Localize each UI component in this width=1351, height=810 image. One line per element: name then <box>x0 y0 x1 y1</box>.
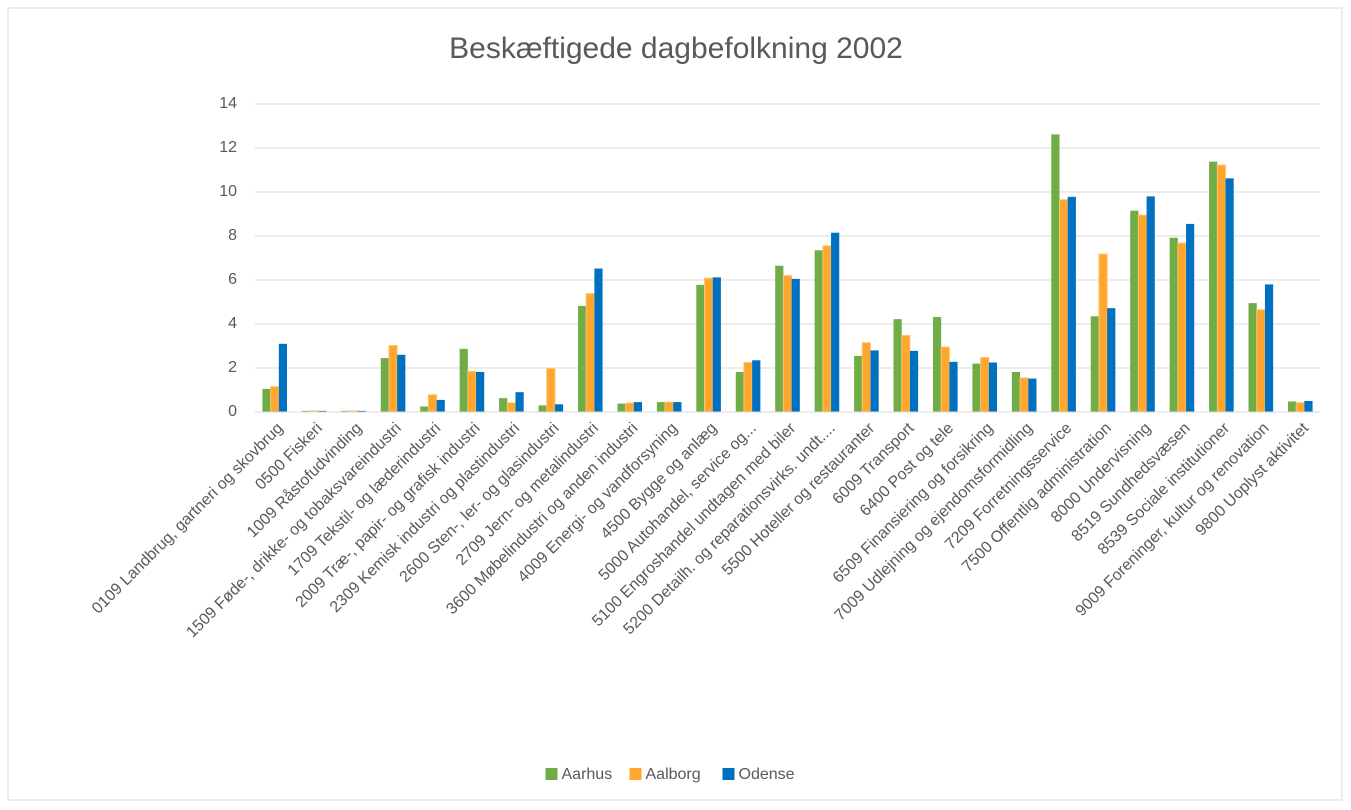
bar <box>1248 303 1257 412</box>
bar <box>1051 134 1060 413</box>
bar <box>262 388 271 412</box>
bar <box>538 405 547 412</box>
bar <box>854 355 863 412</box>
bar <box>791 278 800 412</box>
legend-label: Aarhus <box>562 766 613 783</box>
bar <box>515 392 524 412</box>
bar <box>397 354 406 412</box>
bar <box>301 410 311 412</box>
bar <box>1225 178 1234 412</box>
bar <box>893 319 902 412</box>
bar <box>1059 199 1069 413</box>
bar <box>341 410 350 412</box>
bar <box>617 403 626 412</box>
bar <box>782 275 793 413</box>
bar <box>1295 402 1305 413</box>
bar <box>1209 161 1218 412</box>
bar <box>1019 377 1029 413</box>
bar <box>546 367 556 413</box>
bar <box>831 232 840 412</box>
y-tick-label: 2 <box>228 359 237 376</box>
y-tick-label: 10 <box>219 183 237 200</box>
bar <box>318 410 327 412</box>
bar <box>380 358 389 412</box>
bar <box>814 250 823 412</box>
bar <box>467 370 477 413</box>
bar <box>1067 196 1076 412</box>
bar <box>901 334 911 413</box>
bar <box>949 361 958 412</box>
legend-label: Aalborg <box>646 766 701 783</box>
bar <box>1137 214 1148 413</box>
bar <box>1304 401 1313 412</box>
bar <box>932 316 942 412</box>
bar <box>427 394 438 413</box>
bar <box>633 402 643 412</box>
bar <box>752 360 761 412</box>
bar <box>735 371 744 412</box>
bar <box>1216 164 1226 413</box>
bar <box>1256 309 1266 413</box>
bar <box>1028 378 1037 412</box>
bar <box>577 305 587 412</box>
bar <box>506 402 516 413</box>
bar <box>625 402 635 413</box>
bar <box>1011 371 1021 412</box>
bar <box>594 268 603 412</box>
legend-swatch <box>629 768 642 780</box>
bar <box>388 345 398 413</box>
bar <box>664 401 674 413</box>
bar <box>704 277 714 413</box>
bar <box>822 245 832 413</box>
bar <box>1287 401 1297 412</box>
bar <box>1107 308 1116 412</box>
bar <box>1264 284 1274 412</box>
bar <box>861 342 871 413</box>
bar <box>554 404 564 412</box>
y-tick-label: 4 <box>228 315 237 332</box>
bar <box>1186 223 1195 412</box>
bar <box>270 386 280 413</box>
bar <box>870 350 879 412</box>
bar <box>712 277 721 412</box>
bar <box>1130 210 1139 412</box>
bar <box>980 356 990 413</box>
bar <box>357 410 366 412</box>
bar <box>1098 253 1108 413</box>
bar <box>909 350 919 412</box>
bar <box>278 343 288 412</box>
y-tick-label: 6 <box>228 271 237 288</box>
bar <box>696 284 705 412</box>
bar <box>499 398 508 412</box>
y-tick-label: 12 <box>219 139 237 156</box>
bar <box>656 402 666 412</box>
bar <box>940 346 950 413</box>
legend-swatch <box>545 768 558 780</box>
y-tick-label: 0 <box>228 403 237 420</box>
chart-title: Beskæftigede dagbefolkning 2002 <box>449 32 903 65</box>
legend-swatch <box>722 768 735 780</box>
y-tick-label: 14 <box>219 95 237 112</box>
bar <box>972 363 981 412</box>
bar <box>775 265 784 412</box>
bar <box>420 406 429 412</box>
bar <box>1090 316 1099 412</box>
bar <box>1146 196 1155 412</box>
bar <box>743 362 753 413</box>
bar <box>476 371 485 412</box>
bar <box>673 402 682 412</box>
bar <box>459 348 468 412</box>
bar <box>436 399 445 412</box>
bar <box>1177 242 1187 413</box>
bar <box>988 362 998 412</box>
legend-label: Odense <box>739 766 795 783</box>
bar <box>1169 237 1178 412</box>
bar <box>585 293 595 413</box>
y-tick-label: 8 <box>228 227 237 244</box>
